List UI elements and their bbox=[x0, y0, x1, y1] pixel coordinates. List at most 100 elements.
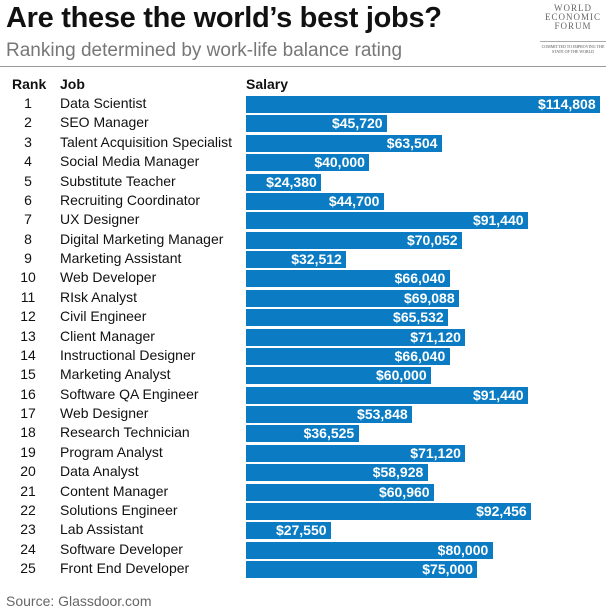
job-label: Solutions Engineer bbox=[60, 501, 178, 518]
salary-label: $36,525 bbox=[303, 425, 355, 442]
rank-label: 4 bbox=[24, 153, 32, 170]
salary-bar bbox=[246, 115, 387, 133]
salary-label: $114,808 bbox=[538, 96, 596, 112]
salary-bar bbox=[246, 309, 449, 327]
salary-label: $66,040 bbox=[394, 270, 446, 287]
rank-label: 25 bbox=[20, 560, 36, 577]
salary-bar bbox=[246, 231, 462, 249]
logo-tagline: COMMITTED TO IMPROVING THE STATE OF THE … bbox=[540, 41, 606, 54]
rank-label: 18 bbox=[20, 424, 36, 441]
salary-label: $66,040 bbox=[394, 347, 446, 364]
salary-label: $91,440 bbox=[472, 386, 524, 403]
job-label: Data Scientist bbox=[60, 95, 147, 111]
rank-label: 19 bbox=[20, 443, 36, 460]
salary-label: $40,000 bbox=[314, 154, 365, 171]
rank-label: 20 bbox=[20, 463, 36, 480]
job-label: Client Manager bbox=[60, 327, 155, 344]
job-label: Software Developer bbox=[60, 540, 183, 557]
salary-bar bbox=[246, 367, 431, 385]
salary-bar bbox=[246, 444, 466, 462]
salary-bar bbox=[246, 173, 322, 191]
rank-label: 8 bbox=[24, 230, 32, 247]
salary-bar bbox=[246, 406, 413, 424]
salary-label: $63,504 bbox=[386, 134, 438, 151]
wef-logo: WORLD ECONOMIC FORUM COMMITTED TO IMPROV… bbox=[540, 4, 606, 54]
salary-label: $44,700 bbox=[328, 192, 380, 209]
salary-label: $71,120 bbox=[410, 328, 461, 345]
salary-label: $53,848 bbox=[357, 406, 408, 423]
salary-bar bbox=[246, 386, 528, 404]
rank-label: 22 bbox=[20, 501, 36, 518]
job-label: Marketing Assistant bbox=[60, 250, 182, 267]
job-label: Social Media Manager bbox=[60, 153, 200, 170]
salary-label: $80,000 bbox=[437, 541, 489, 558]
chart-title: Are these the world’s best jobs? bbox=[6, 2, 442, 34]
salary-label: $24,380 bbox=[266, 173, 317, 190]
rank-label: 12 bbox=[20, 308, 36, 325]
job-label: Research Technician bbox=[60, 424, 190, 441]
job-label: Talent Acquisition Specialist bbox=[60, 133, 232, 150]
salary-label: $71,120 bbox=[410, 444, 461, 461]
salary-label: $45,720 bbox=[331, 115, 383, 132]
salary-label: $70,052 bbox=[406, 231, 458, 248]
job-label: Program Analyst bbox=[60, 443, 163, 460]
job-label: Web Developer bbox=[60, 269, 157, 286]
job-label: SEO Manager bbox=[60, 114, 149, 131]
job-label: Substitute Teacher bbox=[60, 172, 176, 189]
rank-label: 15 bbox=[20, 366, 36, 383]
job-label: Civil Engineer bbox=[60, 308, 147, 325]
rank-label: 14 bbox=[20, 346, 36, 363]
rank-label: 23 bbox=[20, 521, 36, 538]
salary-label: $69,088 bbox=[404, 289, 455, 306]
job-label: Marketing Analyst bbox=[60, 366, 171, 383]
salary-bar bbox=[246, 96, 600, 113]
salary-bar bbox=[246, 251, 347, 269]
salary-bar bbox=[246, 328, 466, 346]
salary-bar bbox=[246, 522, 331, 540]
salary-label: $32,512 bbox=[291, 251, 342, 268]
rank-label: 5 bbox=[24, 172, 32, 189]
chart-subtitle: Ranking determined by work-life balance … bbox=[6, 40, 403, 61]
salary-bar bbox=[246, 425, 359, 443]
rank-label: 7 bbox=[24, 211, 32, 228]
salary-bar bbox=[246, 134, 442, 152]
job-label: Digital Marketing Manager bbox=[60, 230, 224, 247]
salary-label: $75,000 bbox=[422, 561, 473, 578]
salary-label: $91,440 bbox=[472, 212, 524, 229]
salary-bar bbox=[246, 270, 450, 288]
rank-label: 9 bbox=[24, 250, 32, 267]
logo-line: FORUM bbox=[554, 21, 592, 31]
job-label: Software QA Engineer bbox=[60, 385, 199, 402]
salary-bar bbox=[246, 541, 493, 559]
logo-line: WORLD bbox=[554, 3, 592, 13]
rank-label: 16 bbox=[20, 385, 36, 402]
rank-label: 24 bbox=[20, 540, 36, 557]
salary-label: $92,456 bbox=[476, 502, 527, 519]
salary-bar bbox=[246, 192, 384, 210]
source-note: Source: Glassdoor.com bbox=[6, 593, 152, 609]
job-label: Data Analyst bbox=[60, 463, 139, 480]
rank-label: 11 bbox=[20, 288, 36, 305]
rank-label: 2 bbox=[24, 114, 32, 131]
salary-label: $58,928 bbox=[372, 464, 424, 481]
rank-label: 17 bbox=[20, 405, 36, 422]
salary-bar bbox=[246, 154, 370, 172]
rank-label: 10 bbox=[20, 269, 36, 286]
divider bbox=[0, 66, 606, 67]
salary-bar bbox=[246, 464, 428, 482]
salary-label: $65,532 bbox=[393, 309, 444, 326]
job-label: RIsk Analyst bbox=[60, 288, 138, 305]
rank-label: 3 bbox=[24, 133, 32, 150]
rank-label: 1 bbox=[24, 95, 32, 111]
job-label: Instructional Designer bbox=[60, 346, 196, 363]
salary-bar bbox=[246, 561, 478, 579]
salary-label: $60,000 bbox=[376, 367, 427, 384]
rank-label: 13 bbox=[20, 327, 36, 344]
salary-bar bbox=[246, 347, 450, 365]
job-label: Front End Developer bbox=[60, 560, 190, 577]
rank-label: 21 bbox=[20, 482, 36, 499]
salary-label: $27,550 bbox=[275, 522, 327, 539]
job-label: Lab Assistant bbox=[60, 521, 144, 538]
header-job: Job bbox=[60, 76, 85, 92]
salary-label: $60,960 bbox=[378, 483, 430, 500]
